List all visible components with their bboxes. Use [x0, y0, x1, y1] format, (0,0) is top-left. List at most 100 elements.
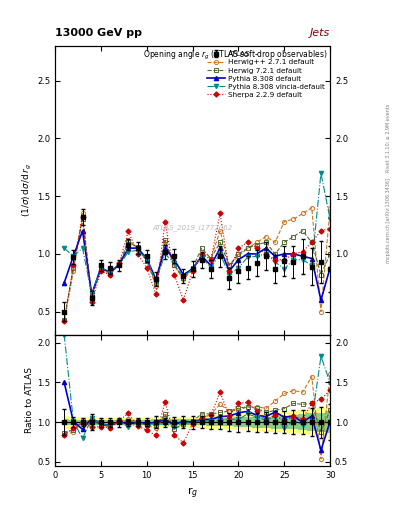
Line: Pythia 8.308 default: Pythia 8.308 default [62, 229, 332, 302]
Herwig++ 2.7.1 default [209, 255, 213, 262]
Herwig 7.2.1 default [319, 271, 323, 278]
Herwig 7.2.1 default [80, 216, 85, 222]
Pythia 8.308 default [135, 245, 140, 251]
Pythia 8.308 vincia-default [163, 251, 167, 257]
Sherpa 2.2.9 default [309, 239, 314, 245]
Text: mcplots.cern.ch [arXiv:1306.3436]: mcplots.cern.ch [arXiv:1306.3436] [386, 178, 391, 263]
Herwig++ 2.7.1 default [172, 262, 176, 268]
Herwig++ 2.7.1 default [144, 258, 149, 264]
Pythia 8.308 vincia-default [172, 260, 176, 266]
Herwig 7.2.1 default [328, 251, 332, 257]
Sherpa 2.2.9 default [154, 291, 158, 297]
Pythia 8.308 default [126, 245, 131, 251]
Herwig 7.2.1 default [236, 251, 241, 257]
Pythia 8.308 vincia-default [154, 279, 158, 285]
Herwig++ 2.7.1 default [254, 239, 259, 245]
Herwig 7.2.1 default [154, 280, 158, 286]
Herwig++ 2.7.1 default [80, 210, 85, 217]
Pythia 8.308 vincia-default [227, 271, 231, 278]
Herwig++ 2.7.1 default [190, 267, 195, 273]
Pythia 8.308 default [80, 228, 85, 234]
Herwig 7.2.1 default [245, 245, 250, 251]
Pythia 8.308 default [291, 251, 296, 257]
Pythia 8.308 default [117, 261, 121, 267]
Line: Herwig 7.2.1 default: Herwig 7.2.1 default [62, 217, 332, 322]
Herwig++ 2.7.1 default [300, 210, 305, 217]
Herwig 7.2.1 default [62, 316, 66, 323]
Herwig++ 2.7.1 default [135, 245, 140, 251]
Herwig++ 2.7.1 default [282, 219, 286, 225]
Sherpa 2.2.9 default [199, 251, 204, 257]
Pythia 8.308 default [89, 291, 94, 297]
Pythia 8.308 vincia-default [135, 247, 140, 253]
Text: ATLAS_2019_I1772062: ATLAS_2019_I1772062 [152, 225, 233, 231]
Legend: ATLAS, Herwig++ 2.7.1 default, Herwig 7.2.1 default, Pythia 8.308 default, Pythi: ATLAS, Herwig++ 2.7.1 default, Herwig 7.… [206, 50, 327, 99]
Pythia 8.308 vincia-default [71, 253, 76, 259]
Pythia 8.308 vincia-default [309, 262, 314, 268]
Pythia 8.308 vincia-default [245, 254, 250, 261]
Herwig++ 2.7.1 default [309, 205, 314, 211]
Pythia 8.308 default [245, 251, 250, 257]
Herwig++ 2.7.1 default [328, 205, 332, 211]
Pythia 8.308 default [71, 253, 76, 259]
Herwig 7.2.1 default [218, 239, 222, 245]
Pythia 8.308 default [62, 280, 66, 286]
Sherpa 2.2.9 default [126, 228, 131, 234]
Herwig 7.2.1 default [199, 245, 204, 251]
Herwig++ 2.7.1 default [89, 293, 94, 300]
Herwig 7.2.1 default [71, 265, 76, 271]
Herwig++ 2.7.1 default [181, 276, 186, 283]
Pythia 8.308 default [99, 265, 103, 271]
Pythia 8.308 default [190, 266, 195, 272]
Pythia 8.308 default [144, 255, 149, 262]
Pythia 8.308 default [199, 253, 204, 259]
Pythia 8.308 vincia-default [62, 245, 66, 251]
Pythia 8.308 default [254, 251, 259, 257]
Sherpa 2.2.9 default [99, 268, 103, 274]
Sherpa 2.2.9 default [181, 297, 186, 303]
Herwig 7.2.1 default [172, 262, 176, 268]
Text: Jets: Jets [310, 28, 330, 38]
Pythia 8.308 default [163, 245, 167, 251]
Pythia 8.308 vincia-default [199, 254, 204, 261]
Herwig++ 2.7.1 default [126, 237, 131, 243]
Pythia 8.308 vincia-default [80, 245, 85, 251]
Herwig++ 2.7.1 default [319, 309, 323, 315]
Text: Rivet 3.1.10; ≥ 2.9M events: Rivet 3.1.10; ≥ 2.9M events [386, 104, 391, 173]
Herwig 7.2.1 default [282, 239, 286, 245]
Sherpa 2.2.9 default [245, 239, 250, 245]
Pythia 8.308 default [300, 253, 305, 259]
Sherpa 2.2.9 default [218, 210, 222, 217]
Pythia 8.308 vincia-default [291, 257, 296, 263]
Sherpa 2.2.9 default [282, 257, 286, 263]
Pythia 8.308 vincia-default [190, 266, 195, 272]
Herwig++ 2.7.1 default [227, 262, 231, 268]
Sherpa 2.2.9 default [300, 248, 305, 254]
Line: Sherpa 2.2.9 default: Sherpa 2.2.9 default [62, 212, 332, 323]
Herwig 7.2.1 default [99, 266, 103, 272]
Herwig++ 2.7.1 default [245, 245, 250, 251]
Sherpa 2.2.9 default [172, 271, 176, 278]
Herwig++ 2.7.1 default [264, 233, 268, 240]
Herwig 7.2.1 default [291, 233, 296, 240]
Pythia 8.308 default [154, 276, 158, 283]
Herwig 7.2.1 default [273, 251, 277, 257]
Pythia 8.308 vincia-default [89, 291, 94, 297]
Pythia 8.308 vincia-default [117, 262, 121, 268]
Sherpa 2.2.9 default [291, 251, 296, 257]
Pythia 8.308 default [309, 255, 314, 262]
Sherpa 2.2.9 default [264, 251, 268, 257]
Pythia 8.308 vincia-default [209, 265, 213, 271]
Pythia 8.308 default [209, 262, 213, 268]
Line: Pythia 8.308 vincia-default: Pythia 8.308 vincia-default [62, 171, 332, 296]
Pythia 8.308 default [264, 245, 268, 251]
X-axis label: r$_g$: r$_g$ [187, 485, 198, 501]
Herwig++ 2.7.1 default [291, 216, 296, 222]
Pythia 8.308 default [227, 268, 231, 274]
Herwig 7.2.1 default [89, 293, 94, 300]
Sherpa 2.2.9 default [209, 257, 213, 263]
Pythia 8.308 default [328, 265, 332, 271]
Pythia 8.308 vincia-default [319, 170, 323, 176]
Herwig 7.2.1 default [117, 262, 121, 268]
Pythia 8.308 default [319, 297, 323, 303]
